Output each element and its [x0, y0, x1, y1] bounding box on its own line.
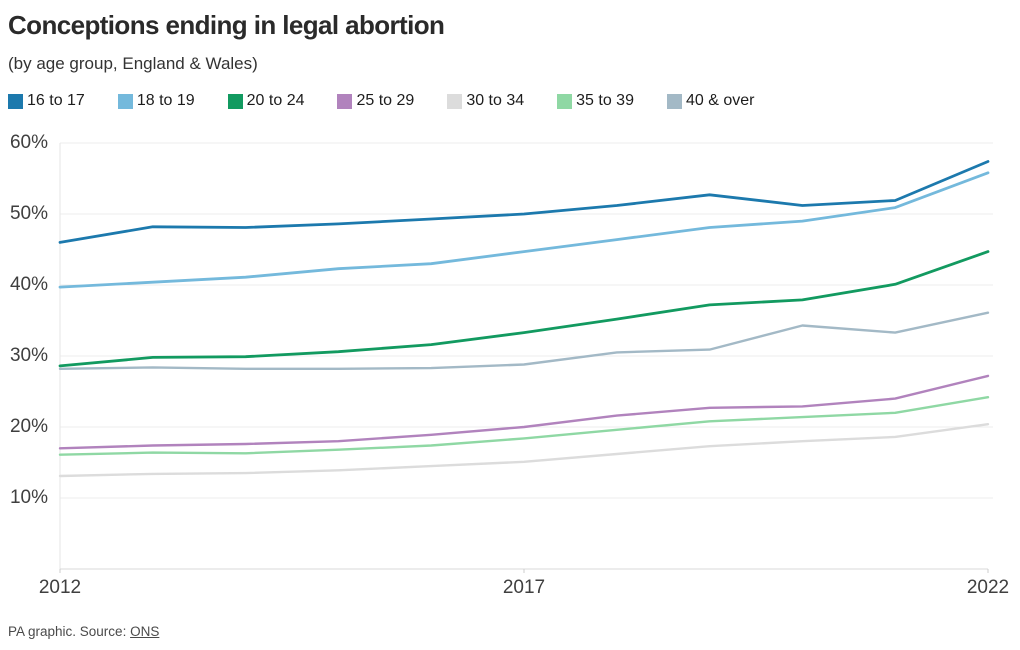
line-18-to-19: [58, 171, 990, 289]
legend-item-35-to-39: 35 to 39: [557, 92, 634, 110]
legend-item-30-to-34: 30 to 34: [447, 92, 524, 110]
y-tick-label-20: 20%: [9, 416, 48, 437]
legend-label: 35 to 39: [576, 92, 634, 109]
y-tick-label-30: 30%: [9, 345, 48, 366]
legend-item-18-to-19: 18 to 19: [117, 92, 195, 110]
footer-credit: PA graphic. Source: ONS: [8, 624, 159, 639]
legend-item-40-over: 40 & over: [666, 92, 755, 110]
line-30-to-34: [58, 423, 990, 478]
source-link[interactable]: ONS: [130, 624, 160, 639]
legend-label: 16 to 17: [27, 92, 85, 109]
y-tick-label-60: 60%: [9, 132, 48, 153]
line-40-over: [58, 311, 990, 370]
legend-swatch-35-to-39: [557, 93, 573, 109]
footer-text: PA graphic. Source:: [8, 624, 131, 639]
chart-title: Conceptions ending in legal abortion: [8, 10, 445, 40]
legend-swatch-18-to-19: [117, 93, 133, 109]
legend-swatch-16-to-17: [8, 93, 23, 109]
line-25-to-29: [58, 374, 990, 450]
legend-label: 25 to 29: [356, 92, 415, 109]
legend-label: 30 to 34: [466, 92, 525, 109]
line-35-to-39: [58, 396, 990, 456]
line-20-to-24: [58, 250, 990, 368]
y-tick-label-50: 50%: [9, 203, 48, 224]
x-tick-label-2012: 2012: [38, 577, 82, 598]
legend-item-20-to-24: 20 to 24: [227, 92, 305, 110]
legend-swatch-40-over: [666, 93, 682, 109]
legend-label: 20 to 24: [246, 92, 305, 109]
x-tick-label-2017: 2017: [502, 577, 546, 598]
legend: 16 to 17 18 to 19 20 to 24 25 to 29 30 to 34…: [8, 92, 754, 110]
chart-subtitle: (by age group, England & Wales): [8, 54, 258, 73]
legend-item-16-to-17: 16 to 17: [8, 92, 85, 110]
legend-item-25-to-29: 25 to 29: [337, 92, 414, 110]
y-tick-label-10: 10%: [9, 487, 48, 508]
legend-swatch-20-to-24: [227, 93, 243, 109]
legend-swatch-25-to-29: [337, 93, 353, 109]
y-tick-label-40: 40%: [9, 274, 48, 295]
legend-swatch-30-to-34: [447, 93, 463, 109]
line-16-to-17: [58, 160, 990, 244]
legend-label: 18 to 19: [136, 92, 195, 109]
legend-label: 40 & over: [685, 92, 755, 109]
x-tick-label-2022: 2022: [966, 577, 1010, 598]
